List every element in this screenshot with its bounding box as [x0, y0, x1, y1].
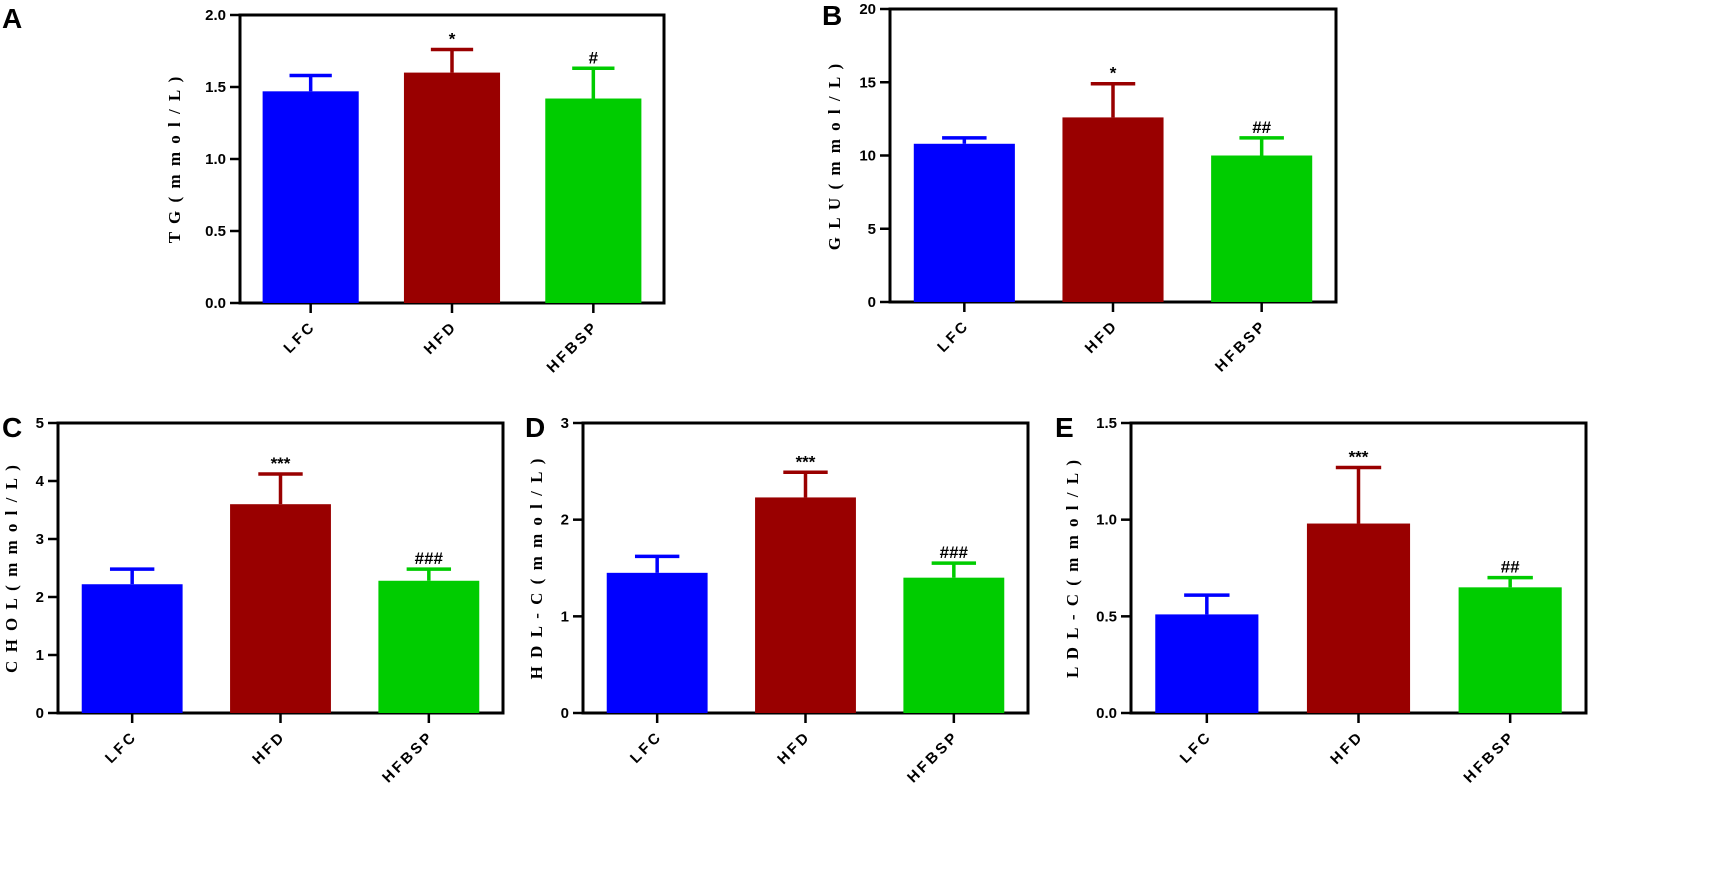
panel-d-xtick-label: HFD [774, 728, 814, 768]
panel-e-xtick-label: LFC [1177, 728, 1216, 767]
panel-a-letter: A [2, 3, 22, 34]
panel-d: D H D L - C ( m m o l / L ) 0 1 2 3 LFC *** HF… [525, 412, 1030, 787]
panel-e-xtick-label: HFBSP [1460, 728, 1519, 787]
panel-c: C C H O L ( m m o l / L ) 0 1 2 3 4 5 LFC *** HF… [2, 412, 505, 787]
panel-a-ylabel: T G ( m m o l / L ) [165, 75, 184, 244]
panel-c-ylabel: C H O L ( m m o l / L ) [2, 463, 21, 673]
panel-a-bar-hfbsp [545, 98, 642, 304]
panel-d-significance-hfbsp: ### [940, 543, 969, 562]
panel-a-ytick-label: 1.5 [205, 79, 226, 96]
panel-e-bar-hfbsp [1458, 587, 1562, 713]
panel-d-ytick-label: 0 [561, 705, 569, 722]
panel-c-bar-hfd [230, 504, 331, 713]
panel-b-ytick-label: 15 [859, 74, 876, 91]
panel-e-bar-lfc [1155, 614, 1259, 713]
panel-b-bar-hfbsp [1211, 155, 1313, 302]
panel-a-xtick-label: HFBSP [544, 318, 603, 377]
panel-e-significance-hfd: *** [1349, 447, 1369, 466]
panel-e-ylabel: L D L - C ( m m o l / L ) [1063, 458, 1082, 678]
panel-e-ytick-label: 0.0 [1096, 705, 1117, 722]
panel-a-xtick-label: HFD [421, 318, 461, 358]
panel-e-letter: E [1055, 412, 1074, 443]
panel-d-letter: D [525, 412, 545, 443]
panel-b-ylabel: G L U ( m m o l / L ) [825, 62, 844, 250]
panel-e: E L D L - C ( m m o l / L ) 0.0 0.5 1.0 1.5… [1055, 412, 1588, 787]
panel-e-xtick-label: HFD [1327, 728, 1367, 768]
panel-a-ytick-label: 2.0 [205, 7, 226, 24]
panel-b-xtick-label: HFBSP [1212, 317, 1271, 376]
panel-e-ytick-label: 0.5 [1096, 608, 1117, 625]
panel-a-bar-lfc [262, 91, 359, 303]
panel-b-significance-hfbsp: ## [1252, 118, 1271, 137]
panel-d-bar-hfbsp [903, 577, 1005, 713]
panel-c-ytick-label: 0 [36, 705, 44, 722]
panel-b-significance-hfd: * [1110, 64, 1117, 83]
panel-c-ytick-label: 5 [36, 415, 44, 432]
panel-e-significance-hfbsp: ## [1501, 558, 1520, 577]
panel-a-bar-hfd [403, 72, 501, 303]
panel-c-ytick-label: 1 [36, 647, 44, 664]
panel-d-xtick-label: HFBSP [904, 728, 963, 787]
panel-d-bar-lfc [606, 572, 708, 713]
panel-c-ytick-label: 4 [36, 473, 45, 490]
panel-d-xtick-label: LFC [627, 728, 666, 767]
panel-c-letter: C [2, 412, 22, 443]
panel-b-xtick-label: HFD [1082, 317, 1122, 357]
panel-a-significance-hfd: * [449, 30, 456, 49]
panel-c-xtick-label: HFBSP [379, 728, 438, 787]
panel-a-ytick-label: 1.0 [205, 151, 226, 168]
panel-d-ylabel: H D L - C ( m m o l / L ) [527, 457, 546, 680]
panel-c-xtick-label: HFD [249, 728, 289, 768]
panel-b-xtick-label: LFC [934, 317, 973, 356]
panel-a-xtick-label: LFC [280, 318, 319, 357]
panel-c-significance-hfbsp: ### [415, 549, 444, 568]
panel-b-ytick-label: 20 [859, 1, 876, 18]
panel-e-ytick-label: 1.0 [1096, 512, 1117, 529]
panel-a-ytick-label: 0.5 [205, 223, 226, 240]
panel-c-ytick-label: 2 [36, 589, 44, 606]
panel-b-ytick-label: 0 [868, 294, 876, 311]
panel-b-letter: B [822, 0, 842, 31]
panel-b-ytick-label: 5 [868, 221, 876, 238]
panel-e-bar-hfd [1306, 523, 1411, 713]
panel-d-bar-hfd [755, 497, 856, 713]
panel-b-ytick-label: 10 [859, 148, 876, 165]
panel-b-bar-hfd [1062, 117, 1164, 302]
panel-b: B G L U ( m m o l / L ) 0 5 10 15 20 LFC * HFD #… [822, 0, 1338, 376]
panel-a: A T G ( m m o l / L ) 0.0 0.5 1.0 1.5 2.0 LFC… [2, 3, 666, 377]
panel-d-ytick-label: 3 [561, 415, 569, 432]
panel-e-ytick-label: 1.5 [1096, 415, 1117, 432]
panel-c-bar-hfbsp [378, 580, 480, 713]
panel-a-significance-hfbsp: # [589, 48, 599, 67]
panel-c-xtick-label: LFC [102, 728, 141, 767]
panel-c-significance-hfd: *** [271, 454, 291, 473]
panel-a-ytick-label: 0.0 [205, 295, 226, 312]
panel-b-bar-lfc [913, 143, 1015, 302]
panel-d-significance-hfd: *** [796, 452, 816, 471]
panel-c-bar-lfc [81, 584, 183, 713]
panel-d-ytick-label: 2 [561, 512, 569, 529]
panel-c-ytick-label: 3 [36, 531, 44, 548]
panel-d-ytick-label: 1 [561, 608, 569, 625]
